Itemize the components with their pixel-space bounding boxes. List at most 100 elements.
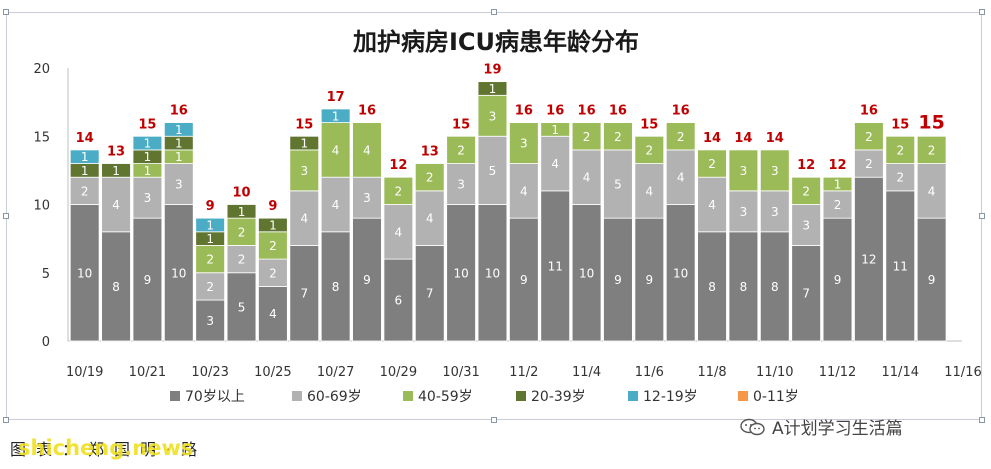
bar-segment-label: 3 bbox=[144, 191, 152, 205]
bar-segment bbox=[258, 231, 288, 260]
bar-segment bbox=[759, 149, 790, 192]
bar-segment bbox=[540, 135, 571, 192]
bar-segment bbox=[697, 149, 727, 178]
bar-segment bbox=[289, 149, 320, 192]
resize-handle-bottom-right[interactable] bbox=[979, 417, 985, 423]
bar-segment-label: 11 bbox=[548, 259, 563, 273]
bar-segment bbox=[195, 299, 225, 342]
bar-segment-label: 2 bbox=[865, 157, 873, 171]
legend-swatch bbox=[292, 391, 302, 401]
y-tick-label: 15 bbox=[33, 130, 50, 145]
bar-total-label: 16 bbox=[860, 104, 878, 119]
bar-segment-label: 1 bbox=[112, 164, 120, 178]
bar-segment-label: 9 bbox=[928, 273, 936, 287]
bar-segment bbox=[916, 135, 947, 164]
bar-segment bbox=[101, 163, 131, 178]
bar-segment-label: 1 bbox=[175, 137, 183, 151]
bar-segment bbox=[822, 176, 853, 192]
bar-segment-label: 4 bbox=[645, 184, 653, 198]
y-tick-label: 5 bbox=[42, 267, 50, 282]
bar-segment bbox=[69, 204, 100, 342]
x-tick-label: 11/10 bbox=[756, 365, 793, 380]
bar-segment bbox=[540, 190, 571, 342]
x-tick-label: 10/31 bbox=[442, 365, 479, 380]
bar-segment-label: 2 bbox=[426, 171, 434, 185]
bar-segment-label: 5 bbox=[614, 178, 622, 192]
bar-total-label: 9 bbox=[206, 199, 215, 214]
bar-segment-label: 3 bbox=[520, 137, 528, 151]
bar-segment bbox=[665, 204, 696, 342]
bar-segment-label: 3 bbox=[802, 218, 810, 232]
x-tick-label: 11/14 bbox=[882, 365, 919, 380]
x-tick-label: 11/8 bbox=[697, 365, 726, 380]
bar-total-label: 17 bbox=[327, 90, 345, 105]
bar-segment bbox=[791, 176, 821, 205]
bar-segment-label: 4 bbox=[269, 307, 277, 321]
bar-segment bbox=[540, 122, 571, 137]
bar-segment bbox=[320, 231, 351, 342]
bar-segment bbox=[509, 163, 539, 219]
resize-handle-top-middle[interactable] bbox=[491, 9, 497, 15]
bar-segment-label: 2 bbox=[708, 157, 716, 171]
bar-segment-label: 2 bbox=[269, 239, 277, 253]
bar-segment-label: 3 bbox=[489, 109, 497, 123]
bar-segment-label: 2 bbox=[896, 143, 904, 157]
bar-segment bbox=[822, 217, 853, 342]
bar-segment bbox=[195, 272, 225, 301]
resize-handle-bottom-left[interactable] bbox=[3, 417, 9, 423]
legend-label: 40-59岁 bbox=[418, 389, 473, 405]
bar-segment-label: 1 bbox=[81, 164, 89, 178]
bar-segment-label: 2 bbox=[457, 143, 465, 157]
legend-label: 0-11岁 bbox=[753, 389, 799, 405]
resize-handle-bottom-middle[interactable] bbox=[491, 417, 497, 423]
bar-segment-label: 3 bbox=[771, 205, 779, 219]
bar-segment bbox=[352, 122, 382, 178]
bar-total-label: 14 bbox=[703, 131, 721, 146]
bar-segment-label: 10 bbox=[453, 266, 468, 280]
bar-segment-label: 4 bbox=[583, 171, 591, 185]
bar-segment bbox=[320, 108, 351, 123]
bar-segment-label: 10 bbox=[171, 266, 186, 280]
y-tick-label: 20 bbox=[33, 62, 50, 77]
bar-segment-label: 4 bbox=[300, 212, 308, 226]
bar-segment bbox=[885, 163, 916, 192]
resize-handle-right-middle[interactable] bbox=[979, 213, 985, 219]
bar-segment bbox=[195, 245, 225, 274]
bar-segment bbox=[477, 81, 508, 96]
bar-segment-label: 3 bbox=[771, 164, 779, 178]
bar-total-label: 12 bbox=[389, 158, 407, 173]
bar-segment-label: 2 bbox=[238, 253, 246, 267]
bar-total-label: 9 bbox=[268, 199, 277, 214]
resize-handle-top-right[interactable] bbox=[979, 9, 985, 15]
resize-handle-left-middle[interactable] bbox=[3, 213, 9, 219]
x-tick-label: 10/19 bbox=[66, 365, 103, 380]
x-tick-label: 10/25 bbox=[254, 365, 291, 380]
bar-segment bbox=[163, 204, 194, 342]
bar-total-label: 12 bbox=[828, 158, 846, 173]
bar-segment-label: 1 bbox=[206, 218, 214, 232]
bar-segment bbox=[383, 176, 414, 205]
bar-segment-label: 4 bbox=[520, 184, 528, 198]
bar-segment-label: 1 bbox=[175, 123, 183, 137]
bar-segment-label: 3 bbox=[457, 178, 465, 192]
bar-segment-label: 2 bbox=[395, 184, 403, 198]
bar-segment-label: 1 bbox=[300, 137, 308, 151]
bar-segment bbox=[446, 135, 476, 164]
legend-swatch bbox=[738, 391, 748, 401]
bar-segment-label: 10 bbox=[77, 266, 92, 280]
bar-total-label: 12 bbox=[797, 158, 815, 173]
bar-segment bbox=[822, 190, 853, 219]
bar-segment bbox=[854, 122, 884, 151]
bar-segment bbox=[634, 135, 665, 164]
watermark: shicheng.news bbox=[18, 436, 194, 460]
legend-swatch bbox=[516, 391, 526, 401]
resize-handle-top-left[interactable] bbox=[3, 9, 9, 15]
bar-segment bbox=[69, 176, 100, 205]
bar-segment-label: 1 bbox=[81, 150, 89, 164]
bar-segment-label: 1 bbox=[238, 205, 246, 219]
bar-segment-label: 4 bbox=[551, 157, 559, 171]
bar-segment bbox=[603, 122, 633, 151]
bar-segment-label: 4 bbox=[708, 198, 716, 212]
x-tick-label: 11/2 bbox=[509, 365, 538, 380]
bar-segment-label: 2 bbox=[206, 280, 214, 294]
